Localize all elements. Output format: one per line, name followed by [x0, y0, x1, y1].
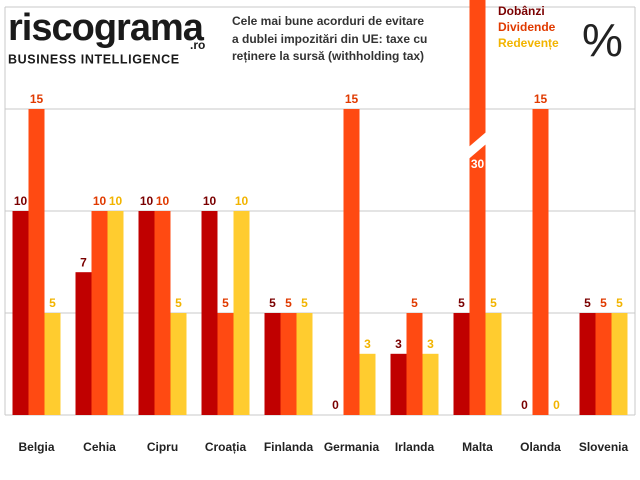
data-label: 10: [140, 194, 154, 208]
x-tick-label: Germania: [324, 440, 380, 454]
data-label: 5: [49, 296, 56, 310]
data-label: 7: [80, 255, 87, 269]
bar: [485, 313, 502, 415]
bar: [107, 211, 124, 415]
bar: [280, 313, 297, 415]
data-label: 5: [411, 296, 418, 310]
data-label: 5: [222, 296, 229, 310]
data-label: 5: [616, 296, 623, 310]
chart-title: reținere la sursă (withholding tax): [232, 49, 424, 63]
logo-tagline: BUSINESS INTELLIGENCE: [8, 52, 180, 66]
chart-title: a dublei impozitări din UE: taxe cu: [232, 32, 427, 46]
data-label: 30: [471, 157, 485, 171]
bar: [453, 313, 470, 415]
x-tick-label: Malta: [462, 440, 493, 454]
axis-break: [464, 127, 492, 163]
data-label: 5: [285, 296, 292, 310]
bar: [91, 211, 108, 415]
data-label: 10: [109, 194, 123, 208]
bar: [532, 109, 549, 415]
bar: [296, 313, 313, 415]
data-label: 5: [269, 296, 276, 310]
bar: [611, 313, 628, 415]
data-label: 3: [395, 337, 402, 351]
bar: [217, 313, 234, 415]
data-label: 10: [156, 194, 170, 208]
bar: [75, 272, 92, 415]
x-tick-label: Belgia: [18, 440, 54, 454]
bar: [406, 313, 423, 415]
bar: [359, 353, 376, 415]
data-label: 5: [175, 296, 182, 310]
bar: [12, 211, 29, 415]
bar: [28, 109, 45, 415]
x-tick-label: Olanda: [520, 440, 561, 454]
data-label: 15: [30, 92, 44, 106]
unit-symbol: %: [582, 14, 623, 66]
legend-label: Redevențe: [498, 36, 559, 50]
x-tick-label: Finlanda: [264, 440, 314, 454]
data-label: 3: [364, 337, 371, 351]
data-label: 10: [93, 194, 107, 208]
bar: [154, 211, 171, 415]
bar: [422, 353, 439, 415]
x-tick-label: Slovenia: [579, 440, 629, 454]
logo-name: riscograma: [8, 7, 205, 49]
bar: [469, 0, 486, 415]
data-label: 0: [332, 398, 339, 412]
logo-suffix: .ro: [190, 38, 205, 52]
data-label: 3: [427, 337, 434, 351]
x-tick-label: Cehia: [83, 440, 116, 454]
data-label: 0: [521, 398, 528, 412]
bar: [595, 313, 612, 415]
bar: [579, 313, 596, 415]
data-label: 0: [553, 398, 560, 412]
data-label: 10: [203, 194, 217, 208]
data-label: 5: [490, 296, 497, 310]
data-label: 5: [458, 296, 465, 310]
legend-label: Dobânzi: [498, 4, 545, 18]
x-tick-label: Irlanda: [395, 440, 435, 454]
data-label: 15: [345, 92, 359, 106]
data-label: 10: [235, 194, 249, 208]
data-label: 5: [600, 296, 607, 310]
bar: [343, 109, 360, 415]
chart-title: Cele mai bune acorduri de evitare: [232, 14, 424, 28]
bar: [138, 211, 155, 415]
x-tick-label: Croația: [205, 440, 247, 454]
data-label: 5: [301, 296, 308, 310]
x-tick-label: Cipru: [147, 440, 178, 454]
legend-label: Dividende: [498, 20, 556, 34]
data-label: 15: [534, 92, 548, 106]
bar: [390, 353, 407, 415]
bar: [264, 313, 281, 415]
bar: [201, 211, 218, 415]
bar: [170, 313, 187, 415]
data-label: 10: [14, 194, 28, 208]
bar: [44, 313, 61, 415]
bar: [233, 211, 250, 415]
data-label: 5: [584, 296, 591, 310]
